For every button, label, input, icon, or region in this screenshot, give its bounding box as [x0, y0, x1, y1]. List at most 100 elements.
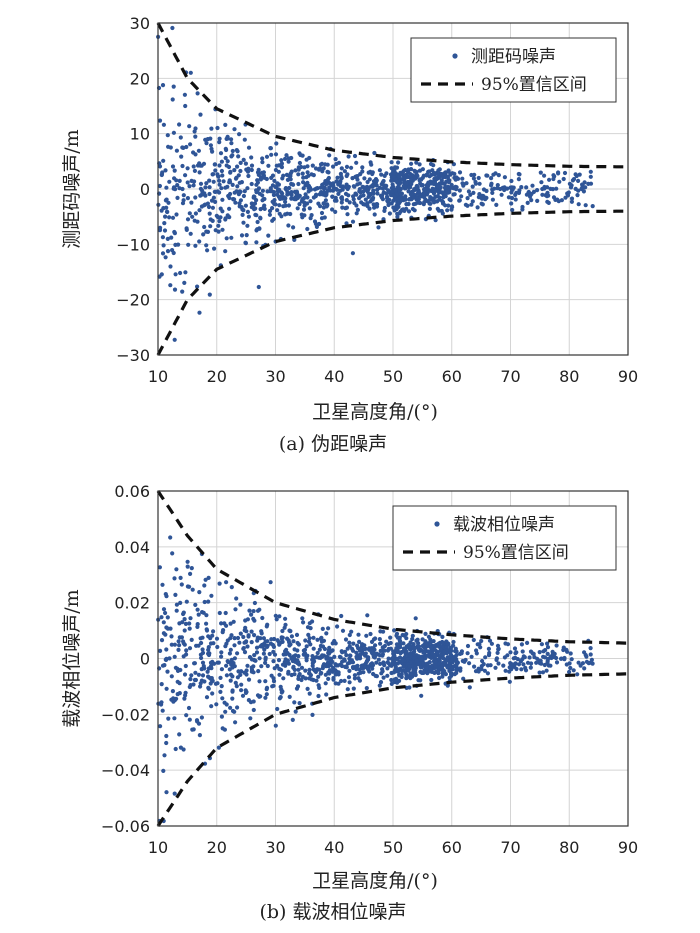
scatter-point [230, 689, 235, 694]
scatter-point [184, 227, 189, 232]
scatter-point [490, 190, 495, 195]
scatter-point [350, 660, 356, 665]
scatter-point [306, 185, 311, 190]
scatter-point [389, 186, 394, 191]
scatter-point [325, 178, 330, 183]
scatter-point [218, 675, 223, 681]
scatter-point [483, 197, 488, 202]
scatter-point [251, 616, 256, 622]
scatter-point [189, 566, 194, 571]
scatter-point [432, 200, 437, 205]
scatter-point [503, 668, 508, 673]
scatter-point [229, 657, 234, 663]
scatter-point [408, 175, 413, 180]
scatter-point [351, 641, 356, 646]
scatter-point [163, 610, 168, 616]
scatter-point [187, 124, 192, 129]
scatter-point [173, 272, 178, 277]
scatter-point [436, 641, 441, 646]
scatter-point [507, 679, 512, 684]
scatter-point [241, 220, 246, 225]
scatter-point [209, 704, 214, 709]
scatter-point [165, 626, 170, 631]
scatter-point [505, 653, 510, 658]
scatter-point [374, 660, 379, 665]
scatter-point [472, 664, 477, 669]
scatter-point [524, 192, 530, 197]
scatter-point [180, 289, 185, 294]
scatter-point [509, 178, 514, 184]
scatter-point [366, 187, 371, 192]
scatter-point [564, 662, 569, 667]
scatter-point [525, 660, 531, 665]
scatter-point [252, 600, 257, 606]
scatter-point [168, 283, 173, 288]
scatter-point [293, 197, 298, 202]
scatter-point [229, 141, 234, 146]
scatter-point [509, 195, 515, 201]
scatter-point [382, 648, 387, 653]
scatter-point [314, 224, 319, 229]
scatter-point [235, 675, 240, 680]
scatter-point [339, 678, 344, 684]
scatter-point [385, 198, 390, 203]
scatter-point [384, 639, 389, 644]
scatter-point [245, 644, 250, 649]
scatter-point [199, 655, 204, 661]
scatter-point [197, 310, 202, 315]
scatter-point [172, 168, 177, 173]
y-axis-title: 测距码噪声/m [61, 129, 83, 248]
scatter-point [289, 155, 294, 161]
scatter-point [199, 204, 204, 209]
scatter-point [270, 173, 276, 178]
scatter-point [327, 153, 332, 158]
scatter-point [159, 700, 164, 705]
scatter-point [303, 668, 308, 673]
scatter-point [462, 659, 467, 664]
scatter-point [170, 215, 176, 220]
scatter-point [192, 661, 197, 666]
scatter-point [193, 195, 198, 200]
scatter-point [419, 183, 424, 188]
scatter-point [163, 168, 168, 173]
scatter-point [428, 640, 433, 645]
scatter-point [210, 218, 215, 223]
scatter-point [267, 212, 272, 217]
scatter-point [277, 203, 282, 208]
scatter-point [187, 646, 193, 651]
scatter-point [371, 179, 377, 184]
scatter-point [559, 656, 564, 661]
scatter-point [414, 658, 419, 663]
scatter-point [249, 629, 254, 634]
scatter-point [182, 280, 187, 285]
scatter-point [296, 172, 301, 177]
scatter-point [265, 189, 270, 194]
scatter-point [160, 170, 165, 175]
scatter-point [196, 612, 201, 617]
scatter-point [561, 176, 566, 182]
scatter-point [164, 740, 169, 746]
scatter-point [308, 626, 313, 631]
scatter-point [256, 669, 261, 674]
scatter-point [255, 219, 260, 225]
scatter-point [275, 181, 280, 186]
scatter-point [297, 160, 302, 166]
scatter-point [224, 663, 229, 668]
scatter-point [268, 146, 273, 151]
scatter-point [330, 194, 335, 199]
scatter-point [401, 168, 407, 173]
scatter-point [197, 239, 202, 244]
scatter-point [286, 159, 291, 164]
scatter-point [255, 608, 261, 613]
scatter-point [491, 172, 496, 177]
scatter-point [546, 200, 551, 205]
scatter-point [259, 170, 264, 175]
scatter-point [369, 650, 374, 655]
scatter-point [376, 657, 381, 662]
scatter-point [440, 663, 445, 668]
scatter-point [232, 127, 237, 132]
confidence-bound-lower [156, 209, 629, 356]
scatter-point [202, 583, 207, 588]
scatter-point [393, 188, 398, 193]
scatter-point [283, 156, 288, 161]
